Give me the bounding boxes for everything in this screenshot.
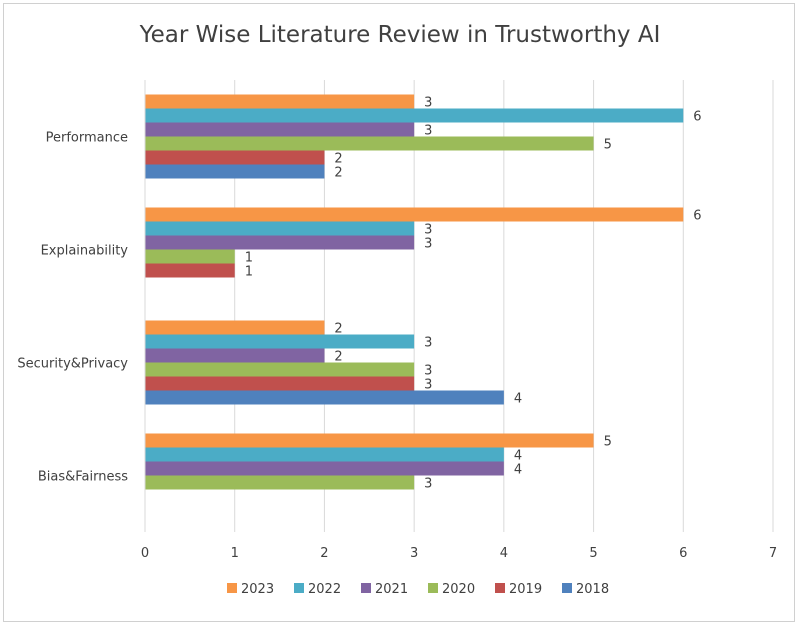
legend-label: 2018	[576, 582, 609, 597]
data-label: 1	[245, 265, 253, 280]
legend-swatch	[227, 583, 237, 593]
data-label: 2	[334, 166, 342, 181]
bar	[145, 235, 415, 250]
x-tick-label: 2	[320, 546, 328, 561]
bar	[145, 122, 415, 137]
data-label: 2	[334, 322, 342, 337]
data-label: 3	[424, 223, 432, 238]
bar	[145, 207, 684, 222]
bar	[145, 249, 235, 264]
bar	[145, 263, 235, 278]
data-label: 4	[514, 449, 522, 464]
bar	[145, 108, 684, 123]
category-label: Performance	[46, 131, 128, 146]
bar	[145, 348, 325, 363]
x-tick-label: 7	[769, 546, 777, 561]
bar	[145, 150, 325, 165]
x-tick-label: 1	[231, 546, 239, 561]
legend-label: 2021	[375, 582, 408, 597]
x-tick-label: 4	[500, 546, 508, 561]
bar	[145, 136, 594, 151]
legend-label: 2023	[241, 582, 274, 597]
bar	[145, 461, 504, 476]
legend-label: 2020	[442, 582, 475, 597]
data-label: 3	[424, 237, 432, 252]
bar	[145, 94, 415, 109]
bar	[145, 475, 415, 490]
data-label: 3	[424, 336, 432, 351]
bar	[145, 362, 415, 377]
bar	[145, 376, 415, 391]
data-label: 2	[334, 152, 342, 167]
legend-swatch	[294, 583, 304, 593]
legend-swatch	[361, 583, 371, 593]
legend-swatch	[495, 583, 505, 593]
bar	[145, 221, 415, 236]
bar	[145, 447, 504, 462]
bar	[145, 320, 325, 335]
x-tick-label: 5	[589, 546, 597, 561]
data-label: 2	[334, 350, 342, 365]
data-label: 5	[604, 435, 612, 450]
data-label: 4	[514, 392, 522, 407]
data-label: 3	[424, 96, 432, 111]
chart-title: Year Wise Literature Review in Trustwort…	[139, 22, 661, 48]
data-label: 6	[693, 209, 701, 224]
data-label: 4	[514, 463, 522, 478]
data-label: 1	[245, 251, 253, 266]
bar	[145, 164, 325, 179]
category-label: Bias&Fairness	[38, 470, 128, 485]
category-label: Security&Privacy	[17, 357, 128, 372]
bar	[145, 390, 504, 405]
legend-label: 2022	[308, 582, 341, 597]
data-label: 5	[604, 138, 612, 153]
legend-swatch	[562, 583, 572, 593]
legend-label: 2019	[509, 582, 542, 597]
data-label: 3	[424, 378, 432, 393]
x-tick-label: 0	[141, 546, 149, 561]
bar	[145, 334, 415, 349]
data-label: 3	[424, 477, 432, 492]
legend-swatch	[428, 583, 438, 593]
bar	[145, 433, 594, 448]
data-label: 6	[693, 110, 701, 125]
data-label: 3	[424, 124, 432, 139]
x-tick-label: 3	[410, 546, 418, 561]
data-label: 3	[424, 364, 432, 379]
x-tick-label: 6	[679, 546, 687, 561]
category-label: Explainability	[41, 244, 129, 259]
